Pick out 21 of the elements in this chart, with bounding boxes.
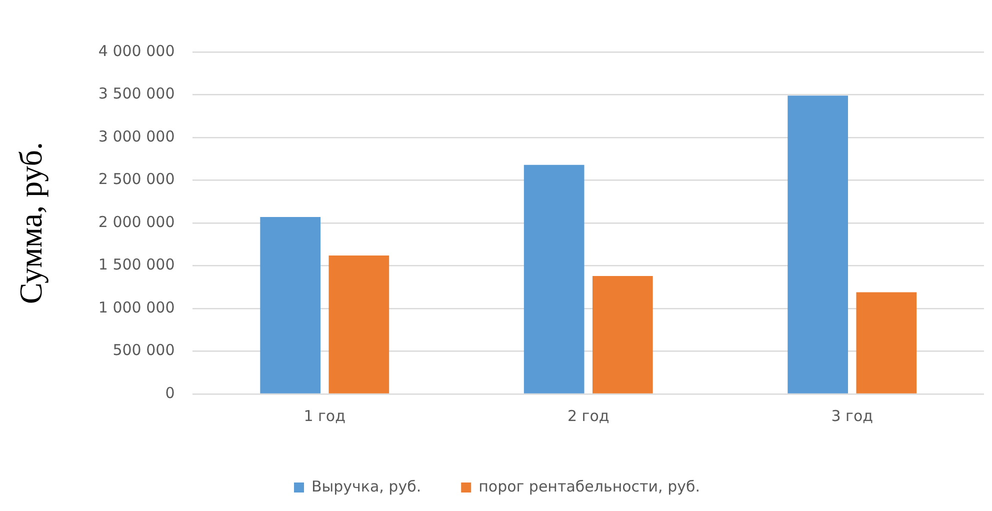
bar	[592, 276, 653, 394]
y-tick-label: 1 500 000	[98, 256, 175, 274]
x-tick-label: 2 год	[567, 406, 610, 425]
y-axis-title: Сумма, руб.	[12, 142, 49, 304]
y-tick-label: 2 500 000	[98, 170, 175, 188]
y-tick-label: 500 000	[112, 341, 175, 360]
y-tick-label: 1 000 000	[98, 298, 175, 316]
y-tick-label: 3 000 000	[98, 127, 175, 146]
legend-label: порог рентабельности, руб.	[478, 477, 700, 496]
bar	[788, 96, 848, 394]
y-tick-label: 3 500 000	[98, 84, 175, 103]
y-tick-label: 4 000 000	[98, 42, 175, 60]
bar	[524, 164, 584, 394]
y-tick-label: 0	[165, 384, 175, 402]
bar	[856, 292, 917, 394]
x-tick-label: 3 год	[831, 406, 873, 425]
x-tick-label: 1 год	[304, 406, 346, 425]
legend-label: Выручка, руб.	[312, 477, 422, 496]
bar	[328, 255, 390, 394]
bar	[260, 217, 321, 394]
y-tick-label: 2 000 000	[98, 212, 175, 231]
